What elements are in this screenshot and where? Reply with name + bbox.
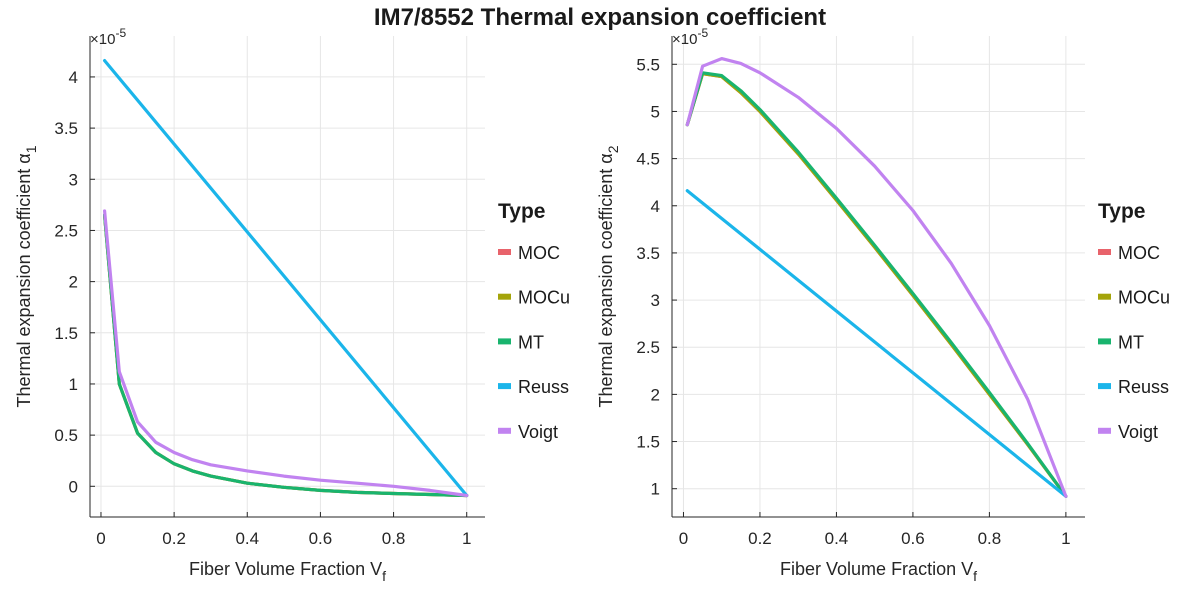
x-tick-label: 0.2 — [162, 529, 186, 548]
y-tick-label: 4.5 — [636, 150, 660, 169]
series-line-voigt — [685, 56, 1068, 498]
y-tick-label: 5 — [651, 102, 660, 121]
y-tick-label: 4 — [651, 197, 660, 216]
x-tick-label: 0.4 — [235, 529, 259, 548]
y-tick-label: 2.5 — [54, 221, 78, 240]
x-tick-label: 0.2 — [748, 529, 772, 548]
legend-label-voigt: Voigt — [518, 422, 558, 442]
legend-label-mt: MT — [1118, 332, 1144, 352]
legend-swatch-moc — [498, 249, 511, 255]
y-tick-label: 3.5 — [636, 244, 660, 263]
legend-label-reuss: Reuss — [518, 377, 569, 397]
axis-exponent-label: ×10-5 — [90, 26, 126, 48]
legend-label-moc: MOC — [1118, 243, 1160, 263]
series-line-mt — [102, 213, 469, 498]
legend-label-reuss: Reuss — [1118, 377, 1169, 397]
x-tick-label: 0.8 — [382, 529, 406, 548]
x-tick-label: 0.6 — [901, 529, 925, 548]
y-tick-label: 3 — [69, 170, 78, 189]
series-line-moc — [685, 72, 1068, 498]
y-tick-label: 5.5 — [636, 55, 660, 74]
legend-label-mocu: MOCu — [518, 288, 570, 308]
x-tick-label: 0.8 — [978, 529, 1002, 548]
y-tick-label: 0.5 — [54, 426, 78, 445]
y-axis-label: Thermal expansion coefficient α1 — [14, 145, 39, 407]
legend-swatch-moc — [1098, 249, 1111, 255]
legend-label-moc: MOC — [518, 243, 560, 263]
legend-swatch-voigt — [1098, 427, 1111, 434]
x-tick-label: 0.6 — [309, 529, 333, 548]
legend-swatch-mocu — [498, 293, 511, 300]
x-tick-label: 0 — [679, 529, 688, 548]
y-tick-label: 2 — [651, 385, 660, 404]
legend-label-voigt: Voigt — [1118, 422, 1158, 442]
series-line-reuss — [685, 189, 1068, 498]
right-subplot: 0 0.2 0.4 0.6 0.8 1 1 1.5 2 2.5 3 3.5 4 4.5 5 5.5 ×10-5 F… — [596, 26, 1170, 584]
legend-swatch-mt — [498, 338, 511, 345]
x-axis-label: Fiber Volume Fraction Vf — [189, 559, 386, 584]
legend-title: Type — [1098, 200, 1145, 223]
y-tick-label: 3.5 — [54, 119, 78, 138]
chart-title: IM7/8552 Thermal expansion coefficient — [373, 4, 827, 31]
legend-swatch-voigt — [498, 427, 511, 434]
x-axis-label: Fiber Volume Fraction Vf — [780, 559, 977, 584]
y-tick-label: 3 — [651, 291, 660, 310]
left-subplot: 0 0.2 0.4 0.6 0.8 1 0 0.5 1 1.5 2 2.5 3 3.5 4 ×10-5 Fibe… — [14, 26, 570, 584]
axis-exponent-label: ×10-5 — [672, 26, 708, 48]
x-tick-label: 0.4 — [825, 529, 849, 548]
y-axis-label: Thermal expansion coefficient α2 — [596, 145, 621, 407]
legend-title: Type — [498, 200, 545, 223]
series-line-mocu — [685, 72, 1068, 498]
y-tick-label: 2 — [69, 273, 78, 292]
y-tick-label: 1 — [69, 375, 78, 394]
series-line-voigt — [102, 209, 469, 498]
legend-swatch-reuss — [498, 383, 511, 390]
y-tick-label: 1.5 — [54, 324, 78, 343]
x-tick-label: 0 — [96, 529, 105, 548]
x-tick-label: 1 — [1061, 529, 1070, 548]
legend-swatch-mt — [1098, 338, 1111, 345]
legend-swatch-mocu — [1098, 293, 1111, 300]
y-tick-label: 4 — [69, 68, 78, 87]
x-tick-label: 1 — [462, 529, 471, 548]
series-line-reuss — [102, 58, 469, 498]
legend-swatch-reuss — [1098, 383, 1111, 390]
y-tick-label: 1.5 — [636, 433, 660, 452]
y-tick-label: 1 — [651, 480, 660, 499]
y-tick-label: 0 — [69, 477, 78, 496]
legend-label-mocu: MOCu — [1118, 288, 1170, 308]
legend-label-mt: MT — [518, 332, 544, 352]
series-line-mt — [685, 71, 1068, 498]
y-tick-label: 2.5 — [636, 338, 660, 357]
